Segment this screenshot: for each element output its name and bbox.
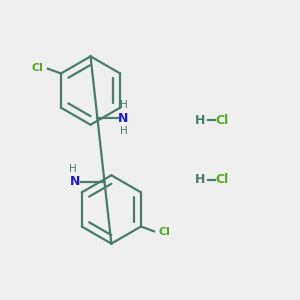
Text: H: H	[120, 100, 128, 110]
Text: Cl: Cl	[215, 114, 229, 127]
Text: Cl: Cl	[32, 62, 44, 73]
Text: H: H	[120, 127, 128, 136]
Text: H: H	[195, 173, 205, 186]
Text: Cl: Cl	[158, 227, 170, 238]
Text: N: N	[70, 175, 80, 188]
Text: Cl: Cl	[215, 173, 229, 186]
Text: N: N	[118, 112, 128, 125]
Text: H: H	[69, 164, 77, 173]
Text: H: H	[195, 114, 205, 127]
